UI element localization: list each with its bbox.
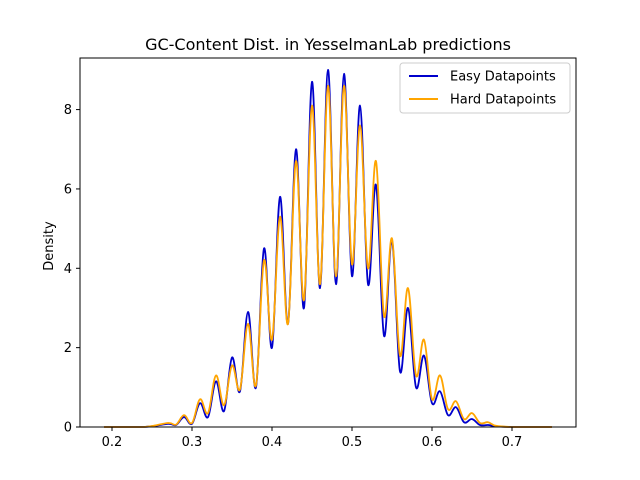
x-tick-label: 0.2	[102, 435, 123, 450]
x-tick-label: 0.6	[422, 435, 443, 450]
legend-box	[399, 62, 571, 114]
plot-frame	[79, 57, 577, 428]
legend: Easy Datapoints Hard Datapoints	[399, 62, 571, 114]
x-tick-label: 0.4	[262, 435, 283, 450]
series-line-hard-datapoints	[104, 84, 552, 428]
legend-label: Hard Datapoints	[450, 93, 556, 108]
y-tick-label: 4	[64, 262, 72, 277]
y-axis-label: Density	[42, 221, 57, 271]
y-tick-label: 0	[64, 421, 72, 436]
x-tick-label: 0.5	[342, 435, 363, 450]
x-tick-label: 0.7	[502, 435, 523, 450]
legend-label: Easy Datapoints	[450, 70, 556, 85]
plot-area: 0.2 0.3 0.4 0.5 0.6 0.7 0 2 4 6 8	[64, 57, 577, 450]
y-tick-label: 8	[64, 103, 72, 118]
y-tick-label: 2	[64, 341, 72, 356]
y-tick-label: 6	[64, 182, 72, 197]
x-tick-label: 0.3	[182, 435, 203, 450]
chart-title: GC-Content Dist. in YesselmanLab predict…	[145, 35, 511, 54]
